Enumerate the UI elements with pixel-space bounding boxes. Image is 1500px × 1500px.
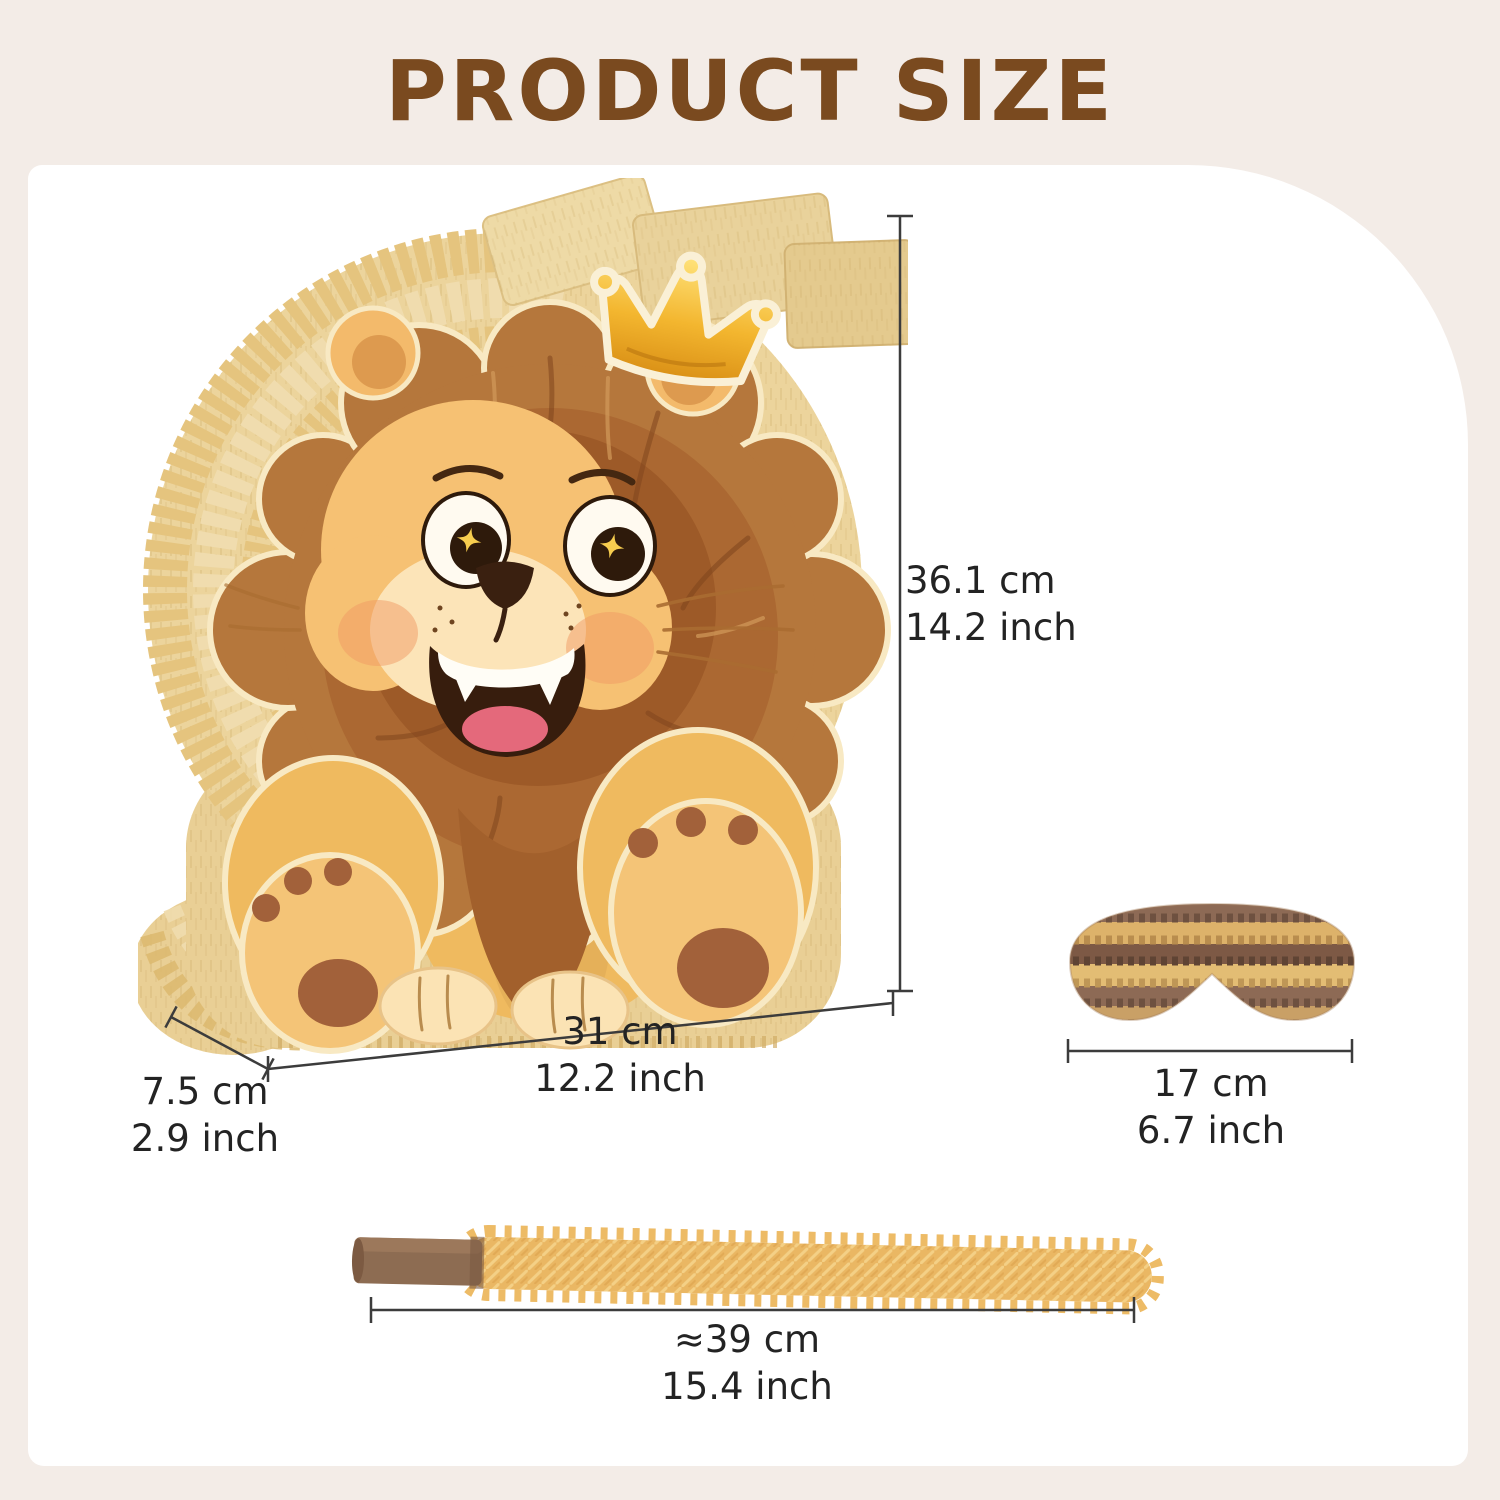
width-cm: 31 cm [562, 1010, 678, 1053]
lion-freckles [432, 603, 582, 633]
height-inch: 14.2 inch [905, 606, 1077, 649]
lion-whiskers [224, 583, 795, 674]
lion-mouth [429, 644, 586, 757]
blindfold-cm: 17 cm [1153, 1062, 1269, 1105]
right-foot [608, 798, 804, 1028]
eye-star-icon [599, 533, 625, 559]
depth-label: 7.5 cm 2.9 inch [65, 1068, 345, 1162]
height-cm: 36.1 cm [905, 559, 1056, 602]
height-label: 36.1 cm 14.2 inch [905, 557, 1077, 651]
lion-tongue [462, 706, 548, 752]
depth-cm: 7.5 cm [141, 1070, 269, 1113]
left-blush [338, 600, 418, 666]
blindfold-inch: 6.7 inch [1136, 1109, 1286, 1152]
stick-inch: 15.4 inch [661, 1365, 833, 1408]
blindfold-label: 17 cm 6.7 inch [1061, 1060, 1361, 1154]
right-blush [566, 612, 654, 684]
depth-inch: 2.9 inch [130, 1117, 280, 1160]
width-inch: 12.2 inch [534, 1057, 706, 1100]
page-title: PRODUCT SIZE [385, 42, 1115, 140]
lion-eyebrows [432, 464, 636, 486]
stick-handle [351, 1236, 485, 1289]
lion-left-eye [421, 491, 511, 589]
lion-right-eye [563, 495, 657, 597]
crown-icon [590, 251, 781, 387]
lion-pinata-illustration [138, 178, 908, 1055]
lion-nose [476, 561, 534, 643]
blindfold-illustration [1068, 902, 1356, 1022]
eye-star-icon [456, 527, 482, 553]
stick-cm: ≈39 cm [673, 1318, 821, 1361]
width-label: 31 cm 12.2 inch [470, 1008, 770, 1102]
stick-label: ≈39 cm 15.4 inch [597, 1316, 897, 1410]
stick-illustration [351, 1224, 1164, 1315]
lion-face [224, 400, 795, 757]
